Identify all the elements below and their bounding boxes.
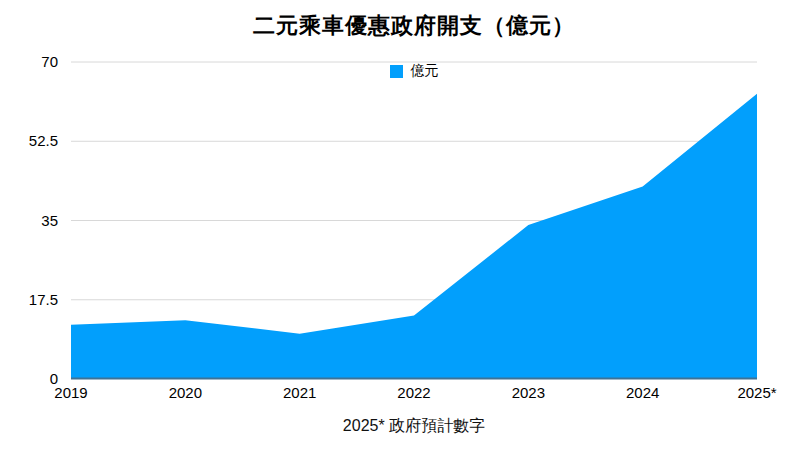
y-tick-label: 17.5 (29, 291, 58, 308)
expenditure-area-chart: 二元乘車優惠政府開支（億元） 億元 017.53552.570201920202… (0, 0, 800, 468)
x-tick-label: 2025* (737, 384, 776, 401)
x-tick-label: 2024 (626, 384, 659, 401)
x-tick-label: 2021 (283, 384, 316, 401)
y-tick-label: 52.5 (29, 132, 58, 149)
x-tick-label: 2022 (397, 384, 430, 401)
chart-footnote: 2025* 政府預計數字 (71, 416, 757, 437)
area-series (71, 94, 757, 379)
x-tick-label: 2019 (54, 384, 87, 401)
x-tick-label: 2023 (512, 384, 545, 401)
x-tick-label: 2020 (169, 384, 202, 401)
y-tick-label: 70 (41, 53, 58, 70)
y-tick-label: 35 (41, 212, 58, 229)
plot-area: 017.53552.570201920202021202220232024202… (0, 0, 800, 468)
